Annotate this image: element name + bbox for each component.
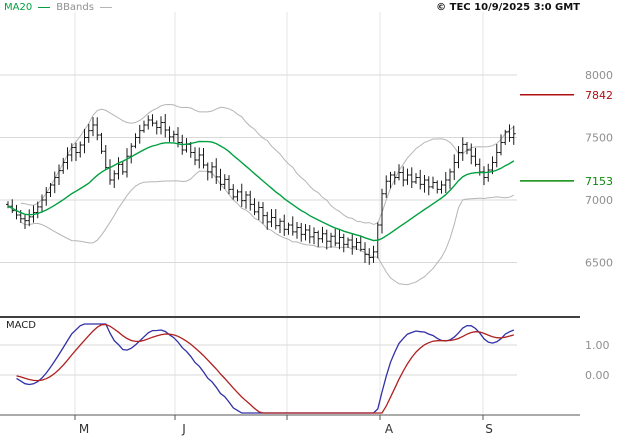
macd-axis-label: 0.00 [585, 369, 610, 382]
resistance-level-label: 7842 [585, 89, 613, 102]
legend-bbands-label: BBands [56, 2, 94, 13]
macd-panel-label: MACD [6, 320, 36, 331]
x-axis-month-label: M [79, 422, 89, 436]
ma20-swatch [38, 7, 51, 8]
x-axis-month-label: A [385, 422, 394, 436]
x-axis-month-label: J [181, 422, 186, 436]
legend: MA20 BBands [4, 2, 112, 13]
price-axis-label: 7000 [585, 194, 613, 207]
x-axis-month-label: S [485, 422, 493, 436]
ma20-line [7, 140, 515, 242]
macd-axis-label: 1.00 [585, 339, 610, 352]
copyright-text: © TEC 10/9/2025 3:0 GMT [436, 2, 580, 13]
price-axis-label: 7500 [585, 132, 613, 145]
bollinger-upper-band [20, 103, 515, 225]
price-axis-label: 8000 [585, 69, 613, 82]
legend-ma20-label: MA20 [4, 2, 33, 13]
bbands-swatch [99, 7, 112, 8]
macd-line [16, 323, 515, 414]
price-axis-label: 6500 [585, 257, 613, 270]
macd-signal-line [16, 323, 514, 414]
support-level-label: 7153 [585, 175, 613, 188]
